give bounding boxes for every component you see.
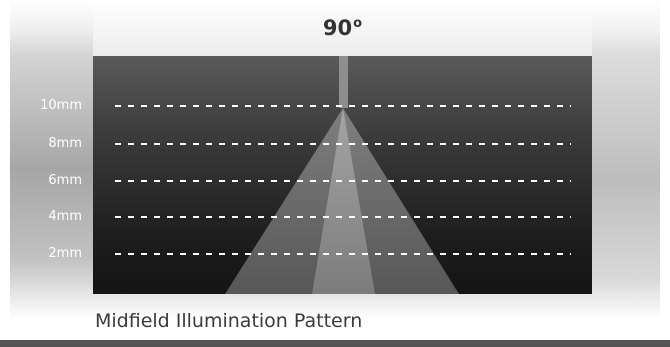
bottom-rule	[0, 340, 670, 347]
beam-cone-core	[312, 108, 375, 294]
scale-label-4mm: 4mm	[48, 209, 82, 224]
degree-symbol: o	[353, 16, 363, 31]
header-band	[93, 0, 592, 56]
scale-label-10mm: 10mm	[40, 98, 82, 113]
scale-label-8mm: 8mm	[48, 136, 82, 151]
scale-lines	[115, 105, 571, 255]
diagram-caption: Midfield Illumination Pattern	[95, 310, 363, 332]
scale-label-6mm: 6mm	[48, 173, 82, 188]
right-side-band	[592, 0, 660, 340]
illumination-panel	[93, 56, 592, 294]
beam-angle-label: 90o	[93, 16, 592, 40]
light-source-stem	[339, 56, 348, 108]
scale-label-2mm: 2mm	[48, 246, 82, 261]
left-margin	[0, 0, 10, 340]
beam-angle-value: 90	[322, 16, 353, 40]
illumination-graphic	[115, 56, 571, 294]
